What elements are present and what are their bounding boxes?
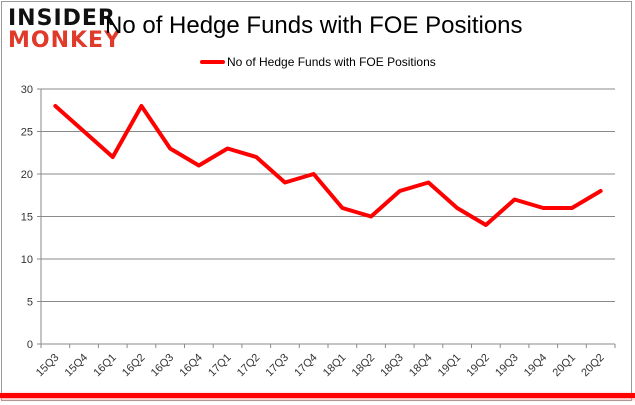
y-tick-label: 25 xyxy=(21,127,33,139)
x-tick-label: 18Q4 xyxy=(407,352,435,380)
y-tick-label: 0 xyxy=(27,339,33,351)
x-tick-label: 16Q2 xyxy=(120,352,148,380)
x-tick-label: 19Q1 xyxy=(436,352,464,380)
x-tick-label: 17Q3 xyxy=(264,352,292,380)
bottom-accent-bar xyxy=(0,393,635,398)
legend-swatch xyxy=(200,60,225,64)
x-tick-label: 17Q1 xyxy=(206,352,234,380)
logo-line2: MONKEY xyxy=(8,28,122,53)
y-tick-label: 30 xyxy=(21,84,33,96)
series-line xyxy=(53,104,603,227)
x-tick-label: 16Q1 xyxy=(91,352,119,380)
x-tick-label: 17Q4 xyxy=(292,352,320,380)
x-tick-label: 17Q2 xyxy=(235,352,263,380)
x-tick-label: 15Q3 xyxy=(34,352,62,380)
legend: No of Hedge Funds with FOE Positions xyxy=(200,55,436,69)
x-tick-label: 19Q2 xyxy=(464,352,492,380)
x-tick-label: 20Q2 xyxy=(579,352,607,380)
logo-line1: INSIDER xyxy=(8,6,116,31)
x-tick-label: 19Q3 xyxy=(493,352,521,380)
x-tick-label: 20Q1 xyxy=(551,352,579,380)
y-tick-label: 10 xyxy=(21,254,33,266)
y-tick-label: 15 xyxy=(21,212,33,224)
x-tick-label: 16Q3 xyxy=(149,352,177,380)
y-tick-label: 5 xyxy=(27,297,33,309)
x-tick-label: 19Q4 xyxy=(522,352,550,380)
insider-monkey-logo: INSIDER MONKEY xyxy=(8,8,121,52)
x-tick-label: 18Q3 xyxy=(378,352,406,380)
x-tick-label: 15Q4 xyxy=(63,352,91,380)
chart-title: No of Hedge Funds with FOE Positions xyxy=(105,12,523,39)
x-tick-label: 18Q1 xyxy=(321,352,349,380)
y-tick-label: 20 xyxy=(21,169,33,181)
legend-label: No of Hedge Funds with FOE Positions xyxy=(227,55,436,69)
x-tick-label: 16Q4 xyxy=(177,352,205,380)
x-tick-label: 18Q2 xyxy=(350,352,378,380)
